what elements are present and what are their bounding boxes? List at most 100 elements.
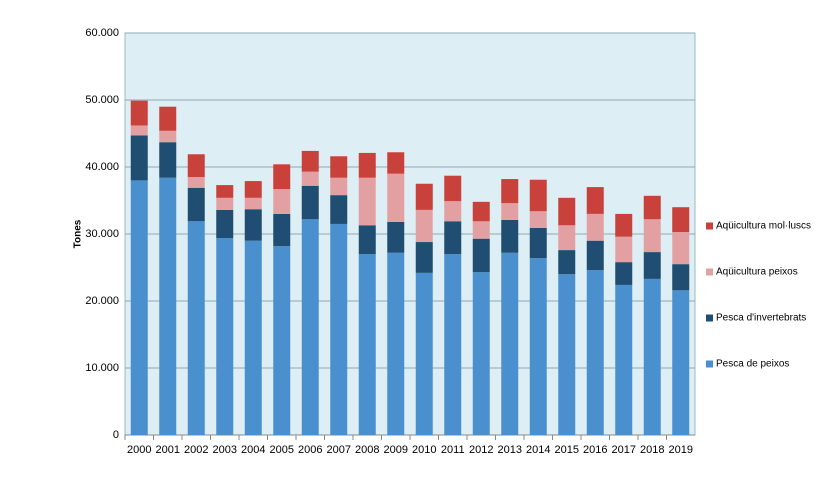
- legend-label: Aqüicultura mol·luscs: [716, 221, 811, 232]
- bar-segment: [159, 142, 177, 178]
- bar-segment: [216, 209, 234, 239]
- bar-segment: [358, 254, 376, 435]
- bar-segment: [244, 240, 262, 435]
- bar-segment: [444, 254, 462, 435]
- bar-segment: [615, 262, 633, 285]
- bar-segment: [244, 197, 262, 210]
- bar-segment: [216, 197, 234, 210]
- bar-segment: [643, 278, 661, 435]
- bar-segment: [159, 130, 177, 143]
- bar-segment: [501, 252, 519, 435]
- x-tick-label: 2004: [241, 444, 265, 456]
- y-tick-label: 40.000: [85, 161, 119, 173]
- x-tick-label: 2002: [184, 444, 208, 456]
- legend-swatch: [706, 314, 713, 322]
- bar-segment: [558, 197, 576, 226]
- bar-segment: [672, 231, 690, 265]
- legend-label: Pesca de peixos: [716, 359, 789, 370]
- bar-segment: [187, 221, 205, 435]
- bar-segment: [558, 250, 576, 275]
- bar-segment: [330, 177, 348, 196]
- x-tick-label: 2008: [355, 444, 379, 456]
- x-tick-label: 2006: [298, 444, 322, 456]
- bar-segment: [472, 221, 490, 239]
- x-tick-label: 2015: [555, 444, 579, 456]
- x-tick-label: 2010: [412, 444, 436, 456]
- bar-segment: [586, 213, 604, 241]
- bar-segment: [672, 264, 690, 291]
- x-tick-label: 2009: [384, 444, 408, 456]
- bar-segment: [216, 238, 234, 435]
- legend-label: Pesca d'invertebrats: [716, 313, 806, 324]
- bar-segment: [672, 290, 690, 435]
- bar-segment: [273, 189, 291, 214]
- bar-segment: [615, 284, 633, 435]
- bar-segment: [130, 100, 148, 126]
- y-tick-label: 10.000: [85, 362, 119, 374]
- bar-segment: [472, 272, 490, 435]
- x-tick-label: 2014: [526, 444, 550, 456]
- bar-segment: [244, 209, 262, 241]
- bar-segment: [472, 201, 490, 222]
- bar-segment: [415, 183, 433, 210]
- bar-segment: [672, 207, 690, 232]
- y-tick-label: 0: [113, 429, 119, 441]
- bar-segment: [273, 164, 291, 190]
- y-tick-label: 60.000: [85, 27, 119, 39]
- bar-segment: [472, 238, 490, 273]
- bar-segment: [444, 221, 462, 255]
- y-tick-label: 50.000: [85, 94, 119, 106]
- bar-segment: [415, 242, 433, 273]
- bar-segment: [586, 270, 604, 435]
- bar-segment: [444, 175, 462, 202]
- bar-segment: [330, 223, 348, 435]
- bar-segment: [358, 225, 376, 255]
- bar-segment: [159, 177, 177, 435]
- bar-segment: [301, 185, 319, 220]
- x-tick-label: 2012: [469, 444, 493, 456]
- bar-segment: [358, 152, 376, 178]
- bar-segment: [216, 185, 234, 198]
- bar-segment: [615, 213, 633, 237]
- bar-segment: [187, 154, 205, 178]
- bar-segment: [358, 177, 376, 226]
- bar-segment: [415, 272, 433, 435]
- bar-segment: [130, 135, 148, 181]
- bar-segment: [558, 225, 576, 251]
- y-axis-label: Tones: [73, 219, 84, 248]
- x-tick-label: 2007: [327, 444, 351, 456]
- y-tick-label: 30.000: [85, 228, 119, 240]
- bar-segment: [387, 173, 405, 222]
- bar-segment: [244, 181, 262, 198]
- x-tick-label: 2001: [156, 444, 180, 456]
- x-tick-label: 2016: [583, 444, 607, 456]
- x-tick-label: 2000: [127, 444, 151, 456]
- bar-segment: [301, 150, 319, 172]
- bar-segment: [130, 125, 148, 136]
- bar-segment: [529, 179, 547, 212]
- x-tick-label: 2013: [498, 444, 522, 456]
- bar-segment: [330, 156, 348, 178]
- x-tick-label: 2018: [640, 444, 664, 456]
- bar-segment: [444, 201, 462, 222]
- bar-segment: [501, 203, 519, 220]
- bar-segment: [130, 180, 148, 435]
- bar-segment: [643, 219, 661, 253]
- bar-segment: [159, 106, 177, 131]
- bar-segment: [301, 219, 319, 435]
- bar-segment: [643, 252, 661, 279]
- bar-segment: [529, 211, 547, 228]
- x-tick-label: 2003: [213, 444, 237, 456]
- bar-segment: [387, 252, 405, 435]
- y-tick-label: 20.000: [85, 295, 119, 307]
- bar-segment: [615, 236, 633, 263]
- bar-segment: [558, 274, 576, 435]
- x-tick-label: 2019: [669, 444, 693, 456]
- bar-segment: [586, 240, 604, 271]
- bar-segment: [415, 209, 433, 243]
- bar-segment: [273, 213, 291, 247]
- bar-segment: [387, 152, 405, 174]
- bar-segment: [586, 187, 604, 214]
- legend-swatch: [706, 222, 713, 230]
